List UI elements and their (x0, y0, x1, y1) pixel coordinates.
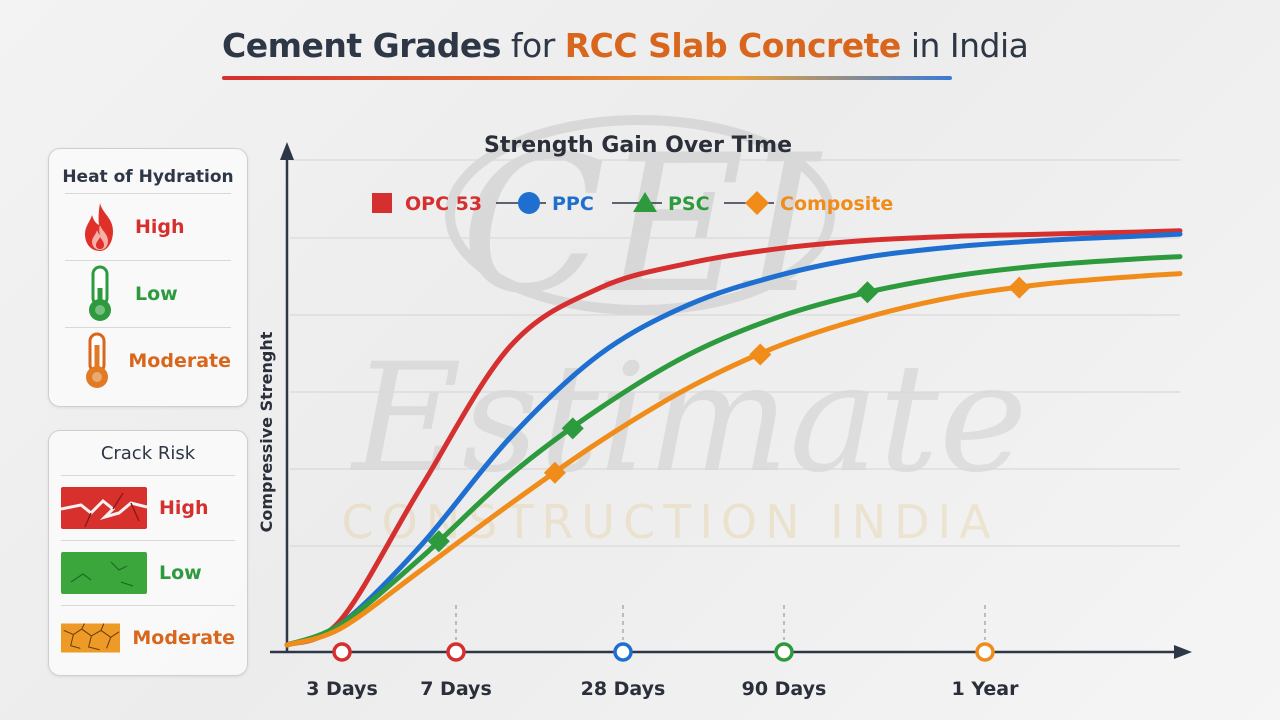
x-tick-marker (975, 642, 995, 662)
heat-low-label: Low (135, 283, 178, 305)
y-axis-label: Compressive Strenght (257, 331, 276, 532)
legend-diamond-marker (745, 191, 769, 215)
title-underline (222, 76, 952, 80)
crack-panel-title: Crack Risk (100, 443, 196, 464)
legend-item-opc-53: OPC 53 (372, 193, 482, 215)
chart-title: Strength Gain Over Time (484, 133, 792, 158)
watermark-cei: CEI (460, 114, 823, 335)
legend-triangle-marker (633, 192, 657, 212)
series-line-composite (284, 271, 1183, 648)
x-tick-label: 3 Days (306, 678, 378, 700)
thermometer-low-icon (89, 265, 111, 321)
legend-label: PSC (668, 193, 710, 215)
x-tick-marker (332, 642, 352, 662)
title-part-india: in India (900, 26, 1029, 65)
data-point-composite (1008, 276, 1031, 299)
x-tick-marker (446, 642, 466, 662)
data-point-composite (543, 461, 566, 484)
crack-moderate-label: Moderate (132, 627, 235, 649)
cracked-red-swatch (61, 487, 147, 529)
crack-low-label: Low (159, 562, 202, 584)
series-line-psc (284, 254, 1183, 648)
x-tick-label: 1 Year (952, 678, 1020, 700)
legend-label: Composite (780, 193, 893, 215)
crack-row-low: Low (61, 540, 235, 605)
chart-grid (290, 159, 1180, 547)
heat-panel-title: Heat of Hydration (62, 167, 234, 187)
title-part-rcc: RCC Slab Concrete (564, 26, 902, 65)
legend-label: OPC 53 (405, 193, 482, 215)
heat-row-moderate: Moderate (65, 327, 231, 394)
x-tick-marker (613, 642, 633, 662)
series-line-opc-53 (284, 228, 1183, 648)
page-title: Cement Grades for RCC Slab Concrete in I… (222, 26, 1029, 74)
chart-legend: OPC 53 PPC PSC Composite (372, 191, 893, 215)
legend-square-marker (372, 193, 392, 213)
heat-row-high: High (65, 193, 231, 260)
watermark-tagline: CONSTRUCTION INDIA (341, 495, 998, 549)
legend-label: PPC (552, 193, 594, 215)
cracked-green-swatch (61, 552, 147, 594)
x-tick-label: 28 Days (581, 678, 666, 700)
data-point-psc (561, 417, 584, 440)
title-part-grades: Cement Grades (222, 26, 501, 65)
x-axis-arrow (1174, 645, 1192, 659)
legend-circle-marker (518, 192, 540, 214)
x-tick-label: 7 Days (420, 678, 492, 700)
legend-item-psc: PSC (612, 192, 710, 215)
crack-row-high: High (61, 475, 235, 540)
legend-item-ppc: PPC (496, 192, 594, 215)
series-line-ppc (284, 231, 1183, 648)
chart-series (284, 228, 1183, 648)
flame-icon (85, 203, 113, 251)
x-axis-ticks: 3 Days 7 Days 28 Days 90 Days 1 Year (306, 605, 1019, 700)
heat-row-low: Low (65, 260, 231, 327)
watermark-logo: CEI (445, 114, 835, 335)
title-part-for: for (500, 26, 565, 65)
heat-high-label: High (135, 216, 185, 238)
crack-high-label: High (159, 497, 209, 519)
x-tick-marker (774, 642, 794, 662)
x-tick-label: 90 Days (742, 678, 827, 700)
y-axis-arrow (280, 142, 294, 160)
data-point-psc (856, 281, 879, 304)
thermometer-moderate-icon (85, 332, 108, 388)
crack-risk-panel: Crack Risk High Low Moderate (48, 430, 248, 676)
cracked-orange-swatch (61, 623, 121, 653)
watermark-estimate: Estimate (349, 332, 1027, 506)
legend-item-composite: Composite (724, 191, 893, 215)
crack-row-moderate: Moderate (61, 605, 235, 670)
data-point-composite (749, 343, 772, 366)
data-point-psc (427, 530, 450, 553)
heat-moderate-label: Moderate (128, 350, 231, 372)
heat-of-hydration-panel: Heat of Hydration High Low (48, 148, 248, 407)
